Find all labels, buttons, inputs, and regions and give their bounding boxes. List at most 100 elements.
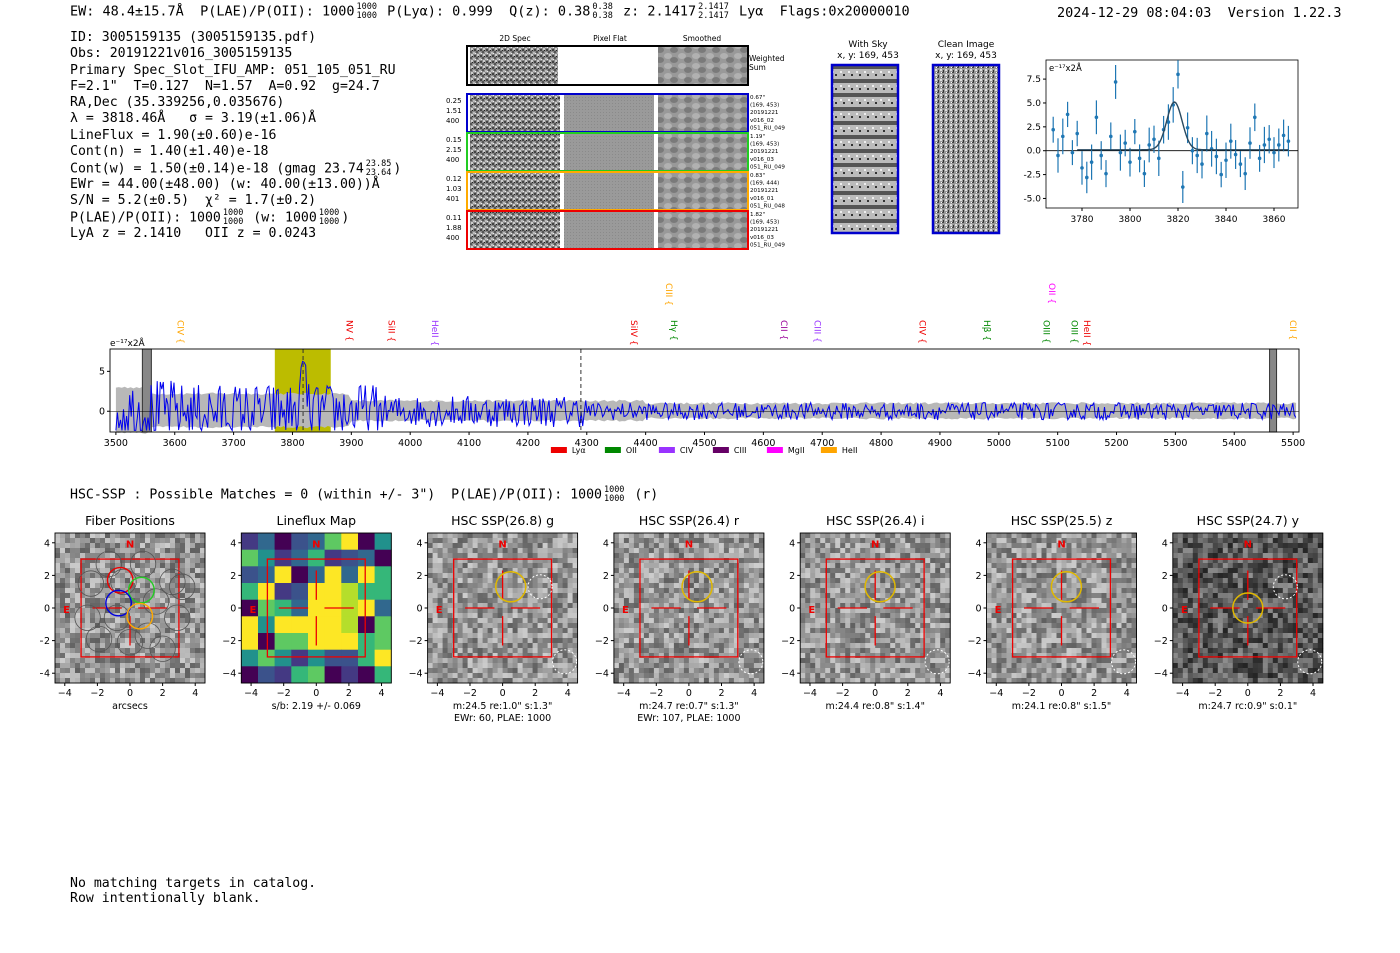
hsc-pixel [60, 638, 66, 644]
hsc-pixel [653, 603, 660, 609]
hsc-pixel [1006, 628, 1012, 634]
hsc-pixel [1036, 653, 1042, 659]
hsc-pixel [457, 598, 463, 604]
hsc-pixel [1071, 588, 1077, 594]
hsc-pixel [678, 608, 685, 614]
hsc-pixel [930, 668, 936, 674]
hsc-xtick-label: 2 [718, 688, 724, 699]
hsc-pixel [860, 568, 866, 574]
info-lambda: λ = 3818.46Å σ = 3.19(±1.06)Å [70, 111, 317, 127]
hsc-pixel [155, 533, 161, 539]
hsc-pixel [1076, 538, 1082, 544]
hsc-pixel [1061, 623, 1067, 629]
hsc-pixel [688, 663, 695, 669]
hsc-pixel [991, 538, 997, 544]
hsc-pixel [1131, 598, 1137, 604]
hsc-pixel [991, 598, 997, 604]
hsc-pixel [472, 623, 478, 629]
hsc-pixel [374, 549, 392, 567]
hsc-pixel [472, 668, 478, 674]
hsc-pixel [432, 658, 438, 664]
emission-line-label: OII { [1046, 283, 1056, 304]
hsc-pixel [562, 663, 568, 669]
hsc-pixel [658, 588, 665, 594]
hsc-pixel [487, 623, 493, 629]
hsc-pixel [910, 543, 916, 549]
info-radec: RA,Dec (35.339256,0.035676) [70, 95, 285, 111]
hsc-pixel [693, 613, 700, 619]
hsc-pixel [1001, 538, 1007, 544]
hsc-pixel [703, 533, 710, 539]
hsc-pixel [200, 578, 206, 584]
hsc-pixel [567, 623, 573, 629]
hsc-pixel [507, 658, 513, 664]
hsc-pixel [432, 648, 438, 654]
hsc-pixel [145, 678, 151, 684]
hsc-pixel [1006, 608, 1012, 614]
hsc-pixel [85, 608, 91, 614]
hsc-pixel [140, 573, 146, 579]
hsc-pixel [673, 568, 680, 574]
hsc-pixel [830, 563, 836, 569]
hsc-pixel [125, 633, 131, 639]
hsc-pixel [512, 633, 518, 639]
hsc-pixel [512, 538, 518, 544]
hsc-pixel [105, 603, 111, 609]
hsc-pixel [825, 643, 831, 649]
hsc-pixel [55, 643, 61, 649]
hsc-pixel [1006, 613, 1012, 619]
hsc-pixel [80, 648, 86, 654]
hsc-pixel [462, 678, 468, 684]
hsc-pixel [150, 588, 156, 594]
hsc-pixel [688, 628, 695, 634]
hsc-pixel [85, 643, 91, 649]
hsc-pixel [1021, 618, 1027, 624]
hsc-pixel [810, 593, 816, 599]
hsc-pixel [633, 663, 640, 669]
hsc-pixel [85, 533, 91, 539]
hsc-pixel [85, 678, 91, 684]
hsc-pixel [1076, 553, 1082, 559]
hsc-pixel [728, 598, 735, 604]
hsc-pixel [1036, 658, 1042, 664]
hsc-pixel [482, 533, 488, 539]
hsc-pixel [618, 658, 625, 664]
hsc-pixel [517, 633, 523, 639]
hsc-pixel [1021, 608, 1027, 614]
hsc-pixel [135, 663, 141, 669]
hsc-pixel [291, 566, 309, 584]
hsc-pixel [840, 558, 846, 564]
plae-fraction: 1000 1000 [356, 2, 377, 21]
hsc-pixel [840, 533, 846, 539]
hsc-pixel [633, 628, 640, 634]
hsc-pixel [477, 543, 483, 549]
spectrum-xtick-label: 3900 [339, 438, 363, 449]
hsc-pixel [673, 673, 680, 679]
hsc-pixel [738, 673, 745, 679]
hsc-pixel [738, 533, 745, 539]
hsc-pixel [70, 673, 76, 679]
hsc-pixel [572, 538, 578, 544]
hsc-pixel [758, 603, 765, 609]
hsc-pixel [758, 618, 765, 624]
hsc-pixel [1016, 658, 1022, 664]
hsc-pixel [1086, 583, 1092, 589]
hsc-pixel [477, 588, 483, 594]
hsc-pixel [728, 638, 735, 644]
hsc-pixel [105, 553, 111, 559]
hsc-pixel [80, 638, 86, 644]
hsc-pixel [80, 573, 86, 579]
hsc-pixel [115, 648, 121, 654]
hsc-pixel [75, 618, 81, 624]
hsc-pixel [105, 568, 111, 574]
spectrum-xtick-label: 4400 [634, 438, 658, 449]
hsc-pixel [522, 603, 528, 609]
hsc-pixel [698, 678, 705, 684]
hsc-pixel [935, 663, 941, 669]
hsc-pixel [698, 583, 705, 589]
hsc-pixel [190, 678, 196, 684]
hsc-pixel [638, 563, 645, 569]
hsc-pixel [105, 678, 111, 684]
hsc-pixel [462, 548, 468, 554]
zoom-data-point [1152, 137, 1156, 142]
